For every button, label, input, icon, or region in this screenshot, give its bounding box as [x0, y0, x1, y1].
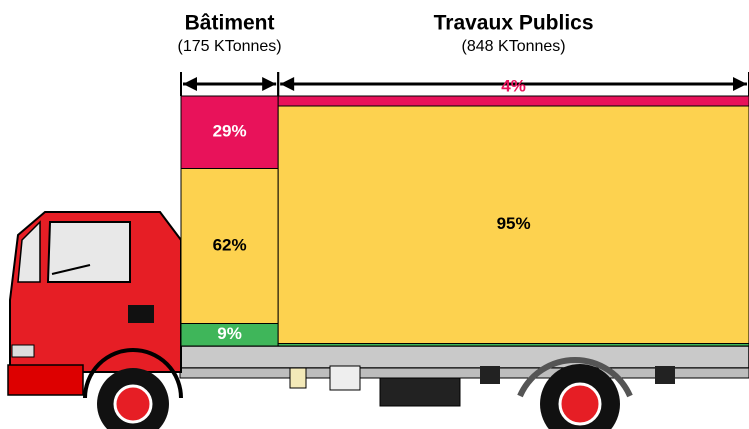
segment-label: 62% — [213, 235, 247, 254]
arrow-head — [733, 77, 747, 91]
arrow-head — [262, 77, 276, 91]
category-title: Bâtiment — [185, 12, 275, 35]
segment-label: 95% — [497, 214, 531, 233]
segment-label: 4% — [501, 76, 526, 95]
category-subtitle: (175 KTonnes) — [178, 38, 282, 55]
chart: Bâtiment (175 KTonnes) 9% 62% 29% Travaux Pub… — [0, 0, 749, 429]
segment-label: 9% — [217, 324, 242, 343]
arrow-head — [280, 77, 294, 91]
arrow-head — [183, 77, 197, 91]
category-title: Travaux Publics — [434, 12, 594, 35]
segment-label: 29% — [213, 122, 247, 141]
category-subtitle: (848 KTonnes) — [462, 38, 566, 55]
segment — [278, 96, 749, 106]
